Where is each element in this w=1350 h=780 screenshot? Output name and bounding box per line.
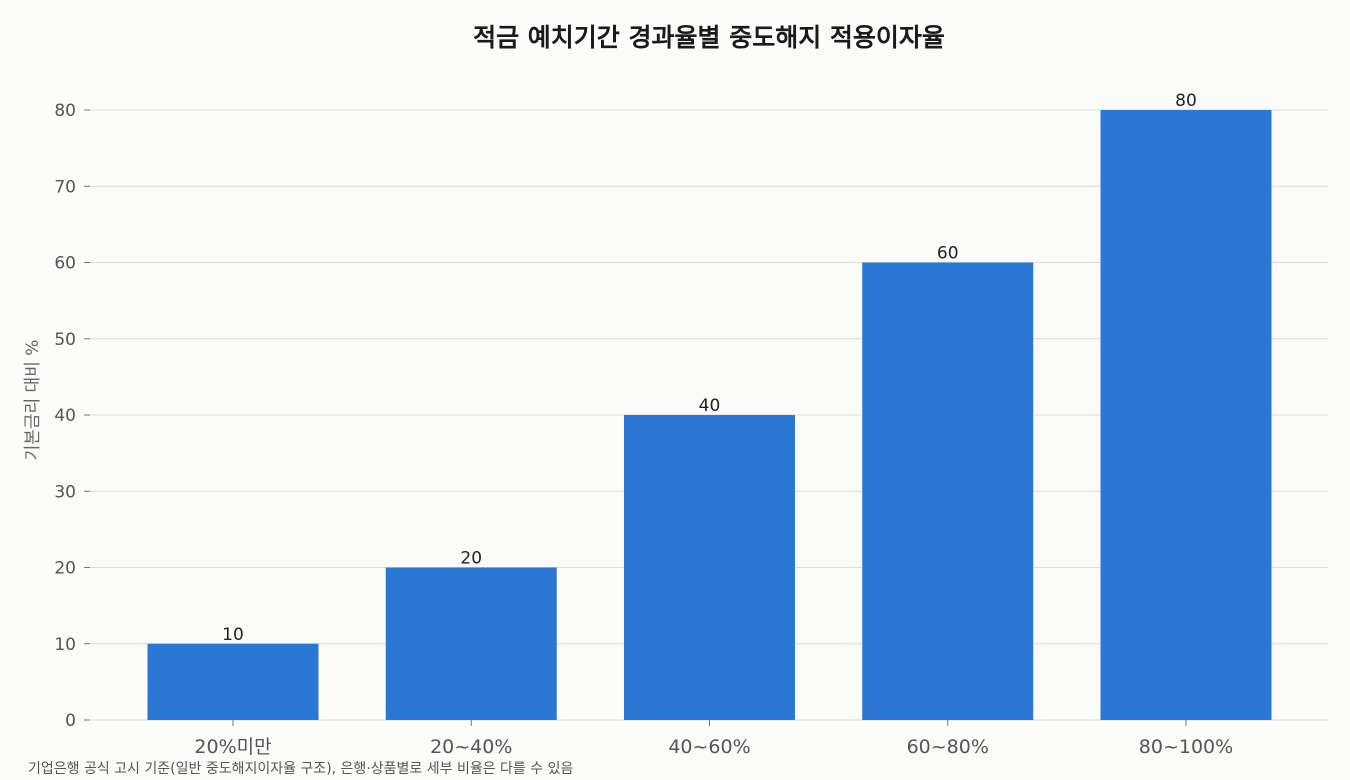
bar-value-label: 60 (937, 244, 959, 264)
x-tick-label: 60~80% (907, 736, 989, 758)
y-tick-label: 0 (65, 711, 76, 731)
bar-value-label: 20 (460, 549, 482, 569)
x-tick-label: 80~100% (1139, 736, 1233, 758)
y-tick-label: 60 (54, 254, 76, 274)
data-labels: 10 20 40 60 80 (222, 91, 1197, 645)
bar (147, 643, 319, 720)
x-tick-label: 20~40% (430, 736, 512, 758)
y-tick-label: 50 (54, 330, 76, 350)
bar (385, 567, 557, 720)
y-tick-label: 30 (54, 482, 76, 502)
bar-value-label: 80 (1175, 91, 1197, 111)
chart-title: 적금 예치기간 경과율별 중도해지 적용이자율 (473, 23, 945, 52)
chart-footnote: 기업은행 공식 고시 기준(일반 중도해지이자율 구조), 은행·상품별로 세부… (28, 761, 573, 777)
bar (1100, 110, 1272, 720)
y-tick-label: 10 (54, 635, 76, 655)
y-tick-label: 20 (54, 559, 76, 579)
y-tick-label: 40 (54, 406, 76, 426)
bar-value-label: 10 (222, 625, 244, 645)
y-tick-label: 80 (54, 101, 76, 121)
x-tick-label: 20%미만 (194, 736, 271, 758)
y-axis-label: 기본금리 대비 % (23, 340, 43, 461)
bar (862, 262, 1034, 720)
bar-value-label: 40 (699, 396, 721, 416)
bar (624, 415, 795, 720)
bars (147, 110, 1272, 720)
y-tick-label: 70 (54, 177, 76, 197)
y-axis: 0 10 20 30 40 50 60 70 80 (54, 101, 90, 731)
x-tick-label: 40~60% (668, 736, 750, 758)
x-axis: 20%미만 20~40% 40~60% 60~80% 80~100% (194, 720, 1233, 758)
